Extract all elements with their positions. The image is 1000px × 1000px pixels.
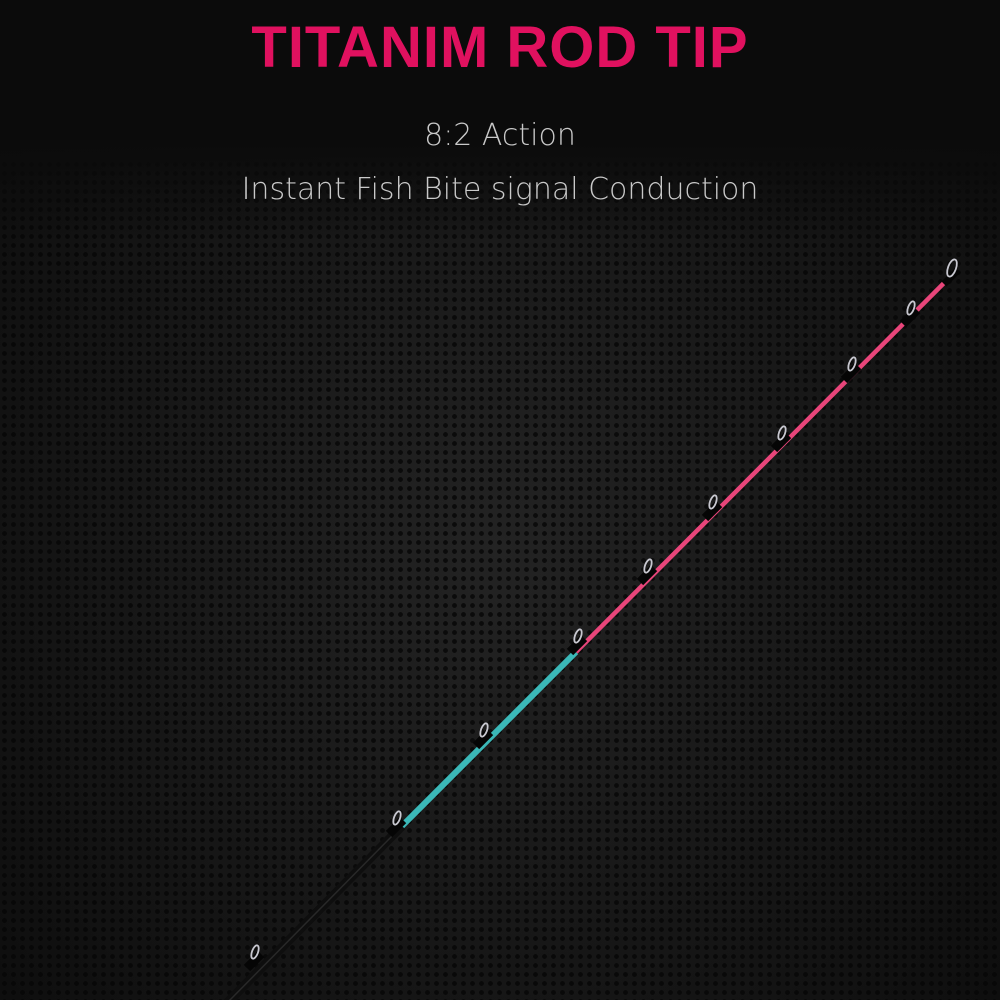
guide-ring: [777, 425, 787, 441]
guide-ring: [643, 558, 653, 574]
page-title: TITANIM ROD TIP: [251, 15, 749, 80]
guide-wrap: [472, 728, 494, 750]
guide-ring: [392, 810, 402, 826]
subtitle-conduction: Instant Fish Bite signal Conduction: [241, 172, 759, 207]
guide-wrap: [899, 306, 921, 328]
background-mesh: [0, 160, 1000, 1000]
guide-wrap: [701, 500, 723, 522]
guide-ring: [573, 628, 583, 644]
guide-wrap: [636, 564, 658, 586]
subtitle-action: 8:2 Action: [424, 118, 576, 153]
guide-ring: [946, 258, 958, 278]
guide-wrap: [385, 816, 407, 838]
rod-pink-section: [574, 280, 947, 654]
background-top: [0, 0, 1000, 240]
guide-ring: [708, 494, 718, 510]
guide-wrap: [770, 431, 792, 453]
rod-guides: [243, 258, 961, 972]
guide-ring: [906, 300, 916, 316]
guide-wrap: [566, 634, 588, 656]
guide-ring: [250, 944, 260, 960]
guide-ring: [847, 356, 857, 372]
guide-wrap: [840, 362, 862, 384]
guide-ring: [479, 722, 489, 738]
guide-wrap: [243, 950, 265, 972]
